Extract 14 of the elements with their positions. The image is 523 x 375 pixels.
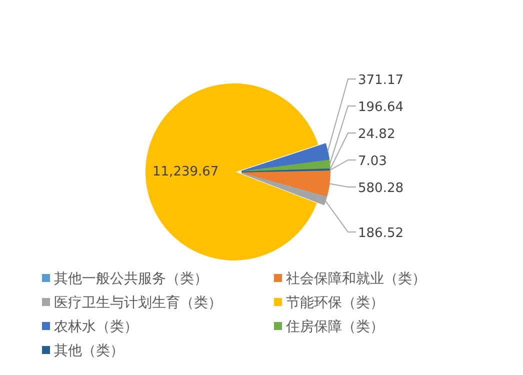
data-label: 24.82 (358, 127, 396, 142)
data-label: 7.03 (358, 154, 387, 169)
legend-label: 节能环保（类） (286, 295, 384, 311)
data-label: 371.17 (358, 73, 404, 88)
legend-label: 医疗卫生与计划生育（类） (54, 294, 222, 311)
legend-label: 社会保障和就业（类） (286, 271, 426, 287)
legend-label: 其他一般公共服务（类） (54, 271, 208, 287)
data-label: 11,239.67 (152, 164, 219, 180)
legend-label: 住房保障（类） (285, 319, 384, 335)
data-label: 196.64 (358, 100, 404, 115)
legend-label: 其他（类） (54, 343, 124, 359)
data-label: 580.28 (358, 181, 404, 196)
legend-label: 农林水（类） (54, 319, 138, 335)
data-label: 186.52 (358, 226, 404, 241)
